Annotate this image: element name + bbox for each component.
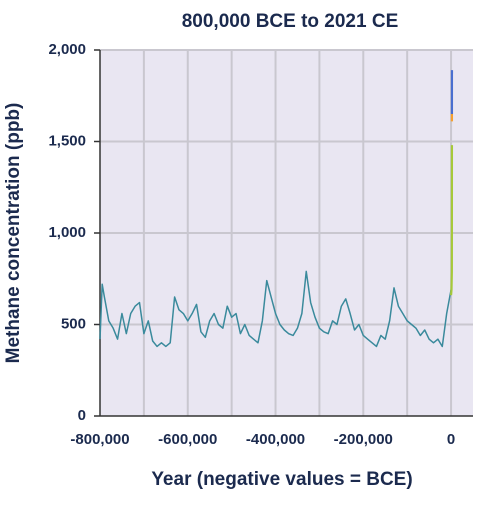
y-tick-label: 0	[78, 407, 86, 424]
x-axis-label: Year (negative values = BCE)	[151, 469, 412, 490]
y-tick-label: 1,500	[48, 132, 86, 149]
y-tick-label: 500	[61, 315, 86, 332]
x-tick-label: -200,000	[334, 431, 393, 448]
chart-title: 800,000 BCE to 2021 CE	[182, 11, 399, 32]
x-tick-label: -800,000	[70, 431, 129, 448]
data-line	[451, 145, 452, 295]
y-axis-label: Methane concentration (ppb)	[3, 103, 24, 364]
x-tick-label: -400,000	[246, 431, 305, 448]
x-tick-label: 0	[447, 431, 455, 448]
x-tick-label: -600,000	[158, 431, 217, 448]
y-tick-label: 1,000	[48, 224, 86, 241]
y-tick-label: 2,000	[48, 41, 86, 58]
